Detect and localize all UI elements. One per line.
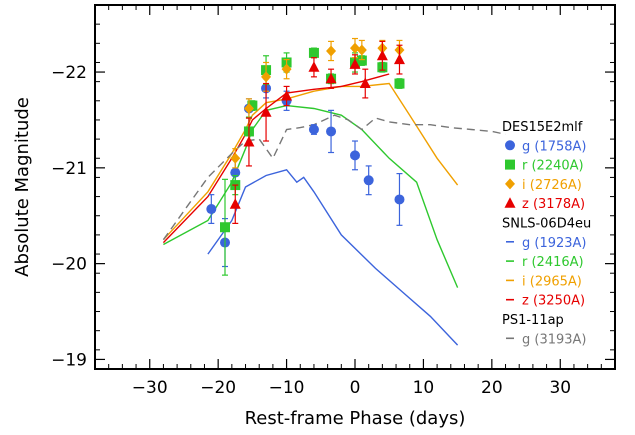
point-des15e2mlf-g-1758a — [363, 175, 374, 186]
point-des15e2mlf-g-1758a — [326, 126, 337, 137]
legend-marker — [505, 178, 515, 190]
point-des15e2mlf-g-1758a — [206, 204, 217, 215]
legend-label: r (2240A) — [522, 159, 584, 174]
legend-label: z (3178A) — [522, 197, 585, 212]
point-des15e2mlf-z-3178a — [359, 77, 371, 89]
legend-label: g (3193A) — [522, 332, 587, 347]
point-des15e2mlf-i-2726a — [281, 63, 292, 75]
point-des15e2mlf-z-3178a — [376, 49, 388, 61]
x-tick-label: 0 — [350, 378, 361, 398]
point-des15e2mlf-z-3178a — [325, 72, 337, 84]
y-tick-label: −19 — [51, 350, 87, 370]
x-tick-label: 30 — [549, 378, 571, 398]
legend-header: PS1-11ap — [502, 313, 564, 328]
point-des15e2mlf-g-1758a — [308, 124, 319, 135]
point-des15e2mlf-i-2726a — [261, 71, 272, 83]
point-des15e2mlf-z-3178a — [308, 61, 320, 72]
point-des15e2mlf-z-3178a — [260, 106, 272, 117]
point-des15e2mlf-i-2726a — [356, 44, 367, 56]
axis-ticks-layer: −30 −20 −10 0 10 20 30 −19 −20 −21 −22 — [51, 4, 615, 398]
point-des15e2mlf-z-3178a — [243, 135, 255, 147]
y-axis-label: Absolute Magnitude — [12, 97, 33, 277]
x-tick-label: 20 — [481, 378, 503, 398]
point-des15e2mlf-z-3178a — [393, 53, 405, 65]
y-tick-label: −21 — [51, 159, 87, 179]
legend-marker — [505, 159, 515, 170]
point-des15e2mlf-r-2240a — [247, 100, 258, 111]
x-tick-label: −10 — [269, 378, 305, 398]
data-points-layer — [206, 37, 405, 276]
x-tick-label: −30 — [132, 378, 168, 398]
point-des15e2mlf-i-2726a — [243, 102, 254, 114]
line-snls-06d4eu-g-1923a — [207, 169, 459, 346]
legend-label: z (3250A) — [522, 294, 585, 309]
y-tick-label: −20 — [51, 255, 87, 275]
x-tick-label: 10 — [413, 378, 435, 398]
point-des15e2mlf-i-2726a — [326, 45, 337, 57]
legend-label: g (1758A) — [522, 139, 587, 154]
legend: DES15E2mlf g (1758A) r (2240A) i (2726A) z (… — [502, 120, 591, 347]
legend-marker — [505, 140, 515, 151]
point-des15e2mlf-r-2240a — [394, 78, 405, 89]
legend-marker — [504, 197, 516, 208]
point-des15e2mlf-r-2240a — [308, 47, 319, 58]
legend-label: r (2416A) — [522, 255, 584, 270]
legend-header: DES15E2mlf — [502, 120, 583, 135]
point-des15e2mlf-z-3178a — [349, 58, 361, 69]
point-des15e2mlf-z-3178a — [281, 90, 293, 101]
line-snls-06d4eu-i-2965a — [162, 82, 459, 241]
x-tick-label: −20 — [200, 378, 236, 398]
x-axis-label: Rest-frame Phase (days) — [245, 408, 466, 429]
point-des15e2mlf-i-2726a — [350, 42, 360, 54]
legend-label: i (2726A) — [522, 178, 582, 193]
point-des15e2mlf-r-2240a — [220, 222, 230, 233]
point-des15e2mlf-g-1758a — [350, 150, 360, 161]
y-tick-label: −22 — [51, 63, 87, 83]
legend-label: g (1923A) — [522, 236, 587, 251]
legend-header: SNLS-06D4eu — [502, 217, 591, 232]
point-des15e2mlf-i-2726a — [230, 152, 241, 164]
legend-label: i (2965A) — [522, 274, 582, 289]
point-des15e2mlf-z-3178a — [229, 198, 241, 209]
point-des15e2mlf-r-2240a — [356, 55, 367, 66]
point-des15e2mlf-g-1758a — [394, 194, 405, 205]
